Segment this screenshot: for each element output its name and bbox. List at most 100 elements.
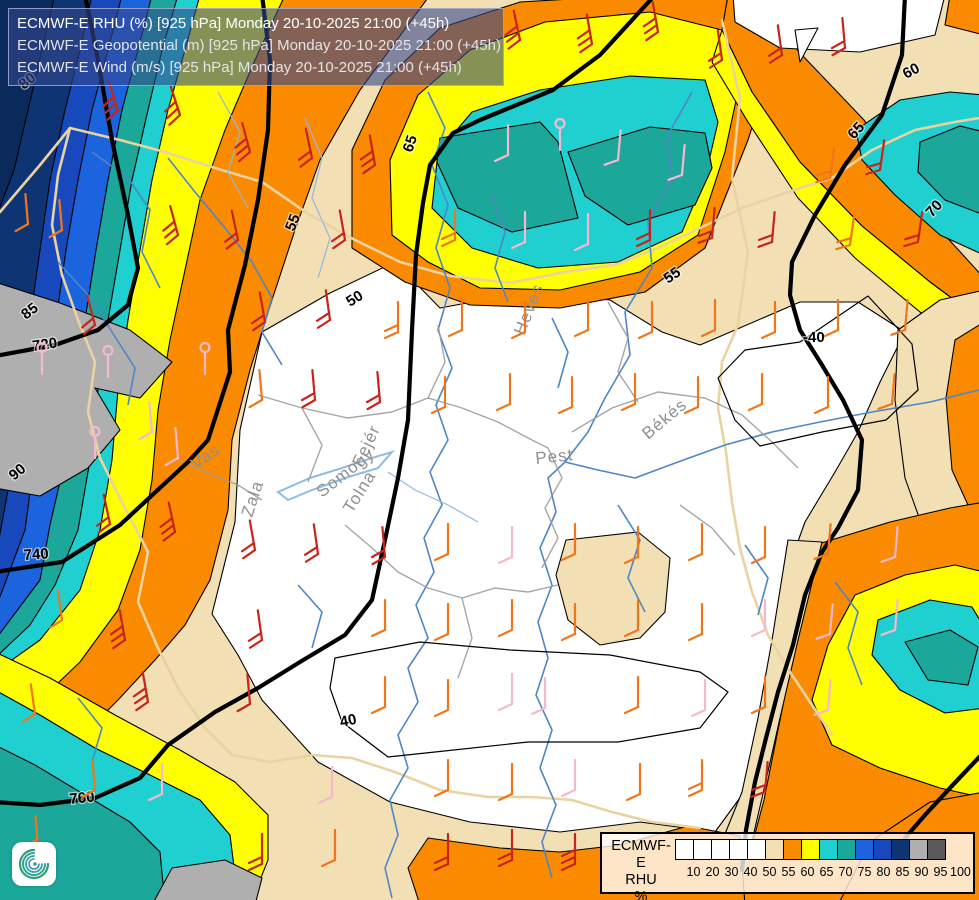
wind-barb — [510, 210, 527, 250]
wind-barb-stroke — [82, 323, 97, 336]
wind-barb-stroke — [620, 402, 637, 412]
river-line — [744, 544, 769, 616]
wind-barb — [642, 1, 660, 42]
wind-barb-stroke — [687, 632, 704, 642]
wind-barb — [625, 762, 642, 802]
wind-barb — [320, 828, 337, 868]
wind-barb — [497, 672, 514, 712]
title-line-rhu: ECMWF-E RHU (%) [925 hPa] Monday 20-10-2… — [17, 15, 450, 32]
wind-barb-stroke — [763, 761, 769, 794]
wind-barb-stroke — [240, 542, 255, 553]
wind-barb-stroke — [680, 144, 686, 177]
wind-barb-stroke — [577, 36, 592, 47]
wind-barb-stroke — [645, 30, 660, 42]
wind-barb — [635, 208, 652, 248]
wind-barb-stroke — [162, 220, 176, 232]
wind-barb-stroke — [507, 38, 522, 50]
wind-barb — [317, 765, 334, 805]
wind-barb-stroke — [299, 156, 314, 168]
humidity-region-teal — [436, 121, 579, 233]
wind-barb-stroke — [304, 552, 320, 563]
wind-barb-stroke — [147, 792, 164, 802]
wind-barb — [576, 13, 594, 54]
wind-barb-stroke — [359, 150, 374, 161]
river-line — [834, 581, 863, 686]
wind-barb — [623, 675, 640, 715]
wind-barb-stroke — [637, 330, 654, 340]
wind-barb-stroke — [828, 147, 836, 180]
legend-swatch — [909, 839, 928, 860]
wind-barb-stroke — [635, 231, 652, 241]
wind-barb-stroke — [34, 815, 40, 848]
wind-barb — [767, 24, 784, 64]
calm-wind-circle — [89, 425, 101, 438]
wind-barb-stroke — [236, 144, 250, 156]
wind-barb-stroke — [430, 405, 447, 415]
wind-barb-stroke — [890, 373, 896, 406]
legend-model-name: ECMWF-E — [611, 838, 671, 871]
wind-barb — [813, 375, 830, 415]
wind-barb-stroke — [815, 632, 832, 640]
wind-barb-stroke — [362, 163, 377, 175]
wind-barb — [365, 371, 382, 411]
wind-barb-stroke — [237, 150, 252, 163]
wind-barb-stroke — [317, 795, 334, 805]
contour-value-label: 65 — [400, 133, 421, 154]
wind-barb — [330, 209, 347, 250]
wind-barb-stroke — [135, 700, 150, 712]
wind-barb — [48, 199, 64, 239]
county-boundary-line — [571, 391, 799, 469]
wind-barb — [560, 832, 577, 872]
wind-barb — [554, 117, 566, 152]
legend-tick-label: 60 — [800, 865, 815, 879]
county-boundary-line — [174, 457, 263, 501]
wind-barb — [247, 832, 264, 872]
legend-parameter-name: RHU — [625, 872, 657, 888]
wind-barb — [102, 80, 120, 121]
wind-barb-stroke — [750, 555, 767, 565]
wind-barb — [433, 522, 450, 562]
legend-tick-label: 75 — [857, 865, 872, 879]
wind-barb — [497, 762, 514, 802]
wind-barb-stroke — [770, 211, 776, 244]
wind-barb — [433, 758, 450, 798]
wind-barb-stroke — [813, 405, 830, 415]
wind-barb-stroke — [138, 430, 154, 441]
title-line-wind: ECMWF-E Wind (m/s) [925 hPa] Monday 20-1… — [17, 59, 462, 76]
rhu-contour-ring — [329, 641, 729, 758]
lake-balaton-outline — [276, 450, 396, 502]
wind-barb — [903, 211, 924, 248]
legend-swatch — [927, 839, 946, 860]
wind-barb — [497, 828, 514, 868]
legend-tick-label: 55 — [781, 865, 796, 879]
humidity-region-yellow — [711, 29, 979, 353]
wind-barb-stroke — [433, 855, 450, 865]
wind-barb-stroke — [716, 29, 724, 62]
wind-barb-stroke — [104, 102, 117, 115]
wind-barb — [370, 526, 387, 566]
wind-barb-stroke — [497, 555, 514, 565]
wind-barb — [14, 193, 30, 233]
wind-barb — [667, 144, 686, 181]
map-title-box: ECMWF-E RHU (%) [925 hPa] Monday 20-10-2… — [8, 8, 504, 86]
wind-barb-stroke — [164, 456, 180, 467]
wind-barb — [880, 526, 899, 563]
wind-barb-stroke — [440, 231, 457, 241]
geopotential-contour-line — [739, 0, 907, 873]
wind-barb-stroke — [56, 589, 64, 622]
wind-barb-stroke — [841, 17, 847, 50]
wind-barb — [247, 609, 264, 649]
wind-barb-stroke — [830, 39, 846, 50]
wind-barb-stroke — [751, 783, 767, 791]
wind-barb-stroke — [616, 129, 622, 162]
wind-barb-stroke — [301, 398, 317, 409]
wind-barb — [697, 207, 716, 244]
river-line — [551, 317, 569, 389]
wind-barb-stroke — [747, 402, 764, 412]
calm-wind-circle — [554, 117, 566, 130]
wind-barb-stroke — [366, 400, 382, 411]
wind-barb-stroke — [297, 150, 312, 161]
river-line — [77, 697, 103, 763]
wind-barb-stroke — [225, 238, 240, 250]
